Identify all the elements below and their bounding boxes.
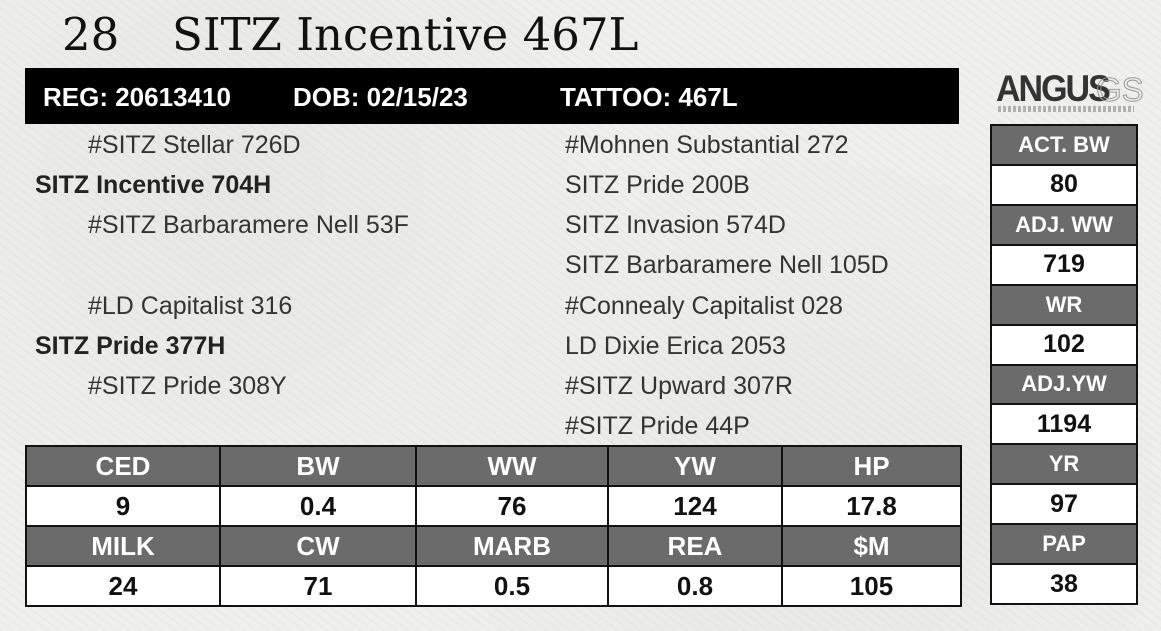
epd-value-yw: 124 xyxy=(607,485,783,527)
epd-header-ww: WW xyxy=(415,445,609,487)
perf-value-yr: 97 xyxy=(992,485,1136,526)
pedigree-sire-dam-sire: SITZ Invasion 574D xyxy=(565,211,786,239)
epd-header-marb: MARB xyxy=(415,525,609,567)
perf-header-adj-ww: ADJ. WW xyxy=(992,205,1136,246)
angus-gs-logo: ANGUS GS xyxy=(996,68,1144,114)
epd-value-m-value: 105 xyxy=(781,565,962,607)
pedigree-dam: SITZ Pride 377H xyxy=(35,332,226,360)
epd-header-cw: CW xyxy=(219,525,417,567)
pedigree-dam-sire: #LD Capitalist 316 xyxy=(88,292,293,320)
pedigree-dam-dam: #SITZ Pride 308Y xyxy=(88,372,287,400)
epd-value-row: 9 0.4 76 124 17.8 xyxy=(25,485,962,527)
registration-bar: REG: 20613410 DOB: 02/15/23 TATTOO: 467L xyxy=(25,68,959,124)
epd-header-bw: BW xyxy=(219,445,417,487)
epd-value-rea: 0.8 xyxy=(607,565,783,607)
epd-value-milk: 24 xyxy=(25,565,221,607)
epd-value-bw: 0.4 xyxy=(219,485,417,527)
epd-header-hp: HP xyxy=(781,445,962,487)
perf-value-act-bw: 80 xyxy=(992,165,1136,206)
perf-value-wr: 102 xyxy=(992,325,1136,366)
perf-header-yr: YR xyxy=(992,445,1136,486)
epd-value-cw: 71 xyxy=(219,565,417,607)
epd-value-ced: 9 xyxy=(25,485,221,527)
registration-number: REG: 20613410 xyxy=(43,82,231,112)
performance-column: ACT. BW 80 ADJ. WW 719 WR 102 ADJ.YW 119… xyxy=(990,124,1138,605)
perf-value-adj-yw: 1194 xyxy=(992,405,1136,446)
pedigree-sire-dam: #SITZ Barbaramere Nell 53F xyxy=(88,211,409,239)
epd-header-yw: YW xyxy=(607,445,783,487)
epd-header-milk: MILK xyxy=(25,525,221,567)
epd-value-row: 24 71 0.5 0.8 105 xyxy=(25,565,962,607)
pedigree-sire-sire-dam: SITZ Pride 200B xyxy=(565,171,750,199)
lot-title: 28 SITZ Incentive 467L xyxy=(62,7,639,61)
date-of-birth: DOB: 02/15/23 xyxy=(293,82,468,112)
pedigree-sire-sire: #SITZ Stellar 726D xyxy=(88,131,301,159)
pedigree-sire: SITZ Incentive 704H xyxy=(35,171,272,199)
epd-value-ww: 76 xyxy=(415,485,609,527)
epd-header-row: MILK CW MARB REA $M xyxy=(25,525,962,567)
epd-value-marb: 0.5 xyxy=(415,565,609,607)
pedigree-dam-dam-sire: #SITZ Upward 307R xyxy=(565,372,793,400)
perf-header-pap: PAP xyxy=(992,525,1136,566)
epd-header-ced: CED xyxy=(25,445,221,487)
perf-header-adj-yw: ADJ.YW xyxy=(992,365,1136,406)
pedigree-dam-dam-dam: #SITZ Pride 44P xyxy=(565,412,750,440)
epd-header-rea: REA xyxy=(607,525,783,567)
epd-header-m-value: $M xyxy=(781,525,962,567)
lot-number: 28 xyxy=(62,7,120,61)
epd-table: CED BW WW YW HP 9 0.4 76 124 17.8 MILK C… xyxy=(25,445,962,607)
perf-value-adj-ww: 719 xyxy=(992,245,1136,286)
animal-name: SITZ Incentive 467L xyxy=(172,7,639,61)
pedigree-dam-sire-sire: #Connealy Capitalist 028 xyxy=(565,292,843,320)
epd-value-hp: 17.8 xyxy=(781,485,962,527)
pedigree-sire-sire-sire: #Mohnen Substantial 272 xyxy=(565,131,849,159)
tattoo: TATTOO: 467L xyxy=(560,82,738,112)
epd-header-row: CED BW WW YW HP xyxy=(25,445,962,487)
perf-value-pap: 38 xyxy=(992,565,1136,604)
perf-header-act-bw: ACT. BW xyxy=(992,126,1136,166)
pedigree-dam-sire-dam: LD Dixie Erica 2053 xyxy=(565,332,786,360)
perf-header-wr: WR xyxy=(992,285,1136,326)
pedigree-sire-dam-dam: SITZ Barbaramere Nell 105D xyxy=(565,251,889,279)
